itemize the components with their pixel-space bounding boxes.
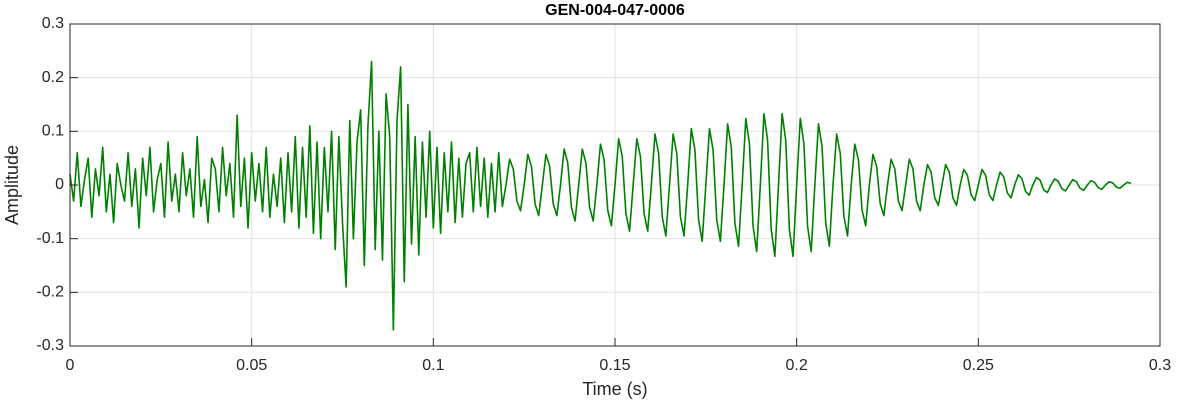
y-axis-label: Amplitude: [2, 145, 22, 225]
x-axis-label: Time (s): [582, 379, 647, 399]
x-tick-label: 0.25: [963, 357, 994, 374]
chart-title: GEN-004-047-0006: [545, 2, 685, 19]
y-tick-label: 0.1: [42, 123, 64, 140]
signal-line: [69, 60, 1132, 331]
y-tick-label: -0.3: [36, 337, 64, 354]
y-tick-label: -0.2: [36, 284, 64, 301]
y-tick-label: 0: [55, 176, 64, 193]
x-tick-label: 0.1: [422, 357, 444, 374]
y-tick-label: 0.2: [42, 69, 64, 86]
x-tick-label: 0.05: [236, 357, 267, 374]
x-tick-label: 0: [66, 357, 75, 374]
x-tick-label: 0.3: [1149, 357, 1171, 374]
x-tick-label: 0.15: [599, 357, 630, 374]
x-tick-label: 0.2: [786, 357, 808, 374]
y-tick-label: -0.1: [36, 230, 64, 247]
y-tick-label: 0.3: [42, 15, 64, 32]
plot-area: [69, 60, 1132, 331]
